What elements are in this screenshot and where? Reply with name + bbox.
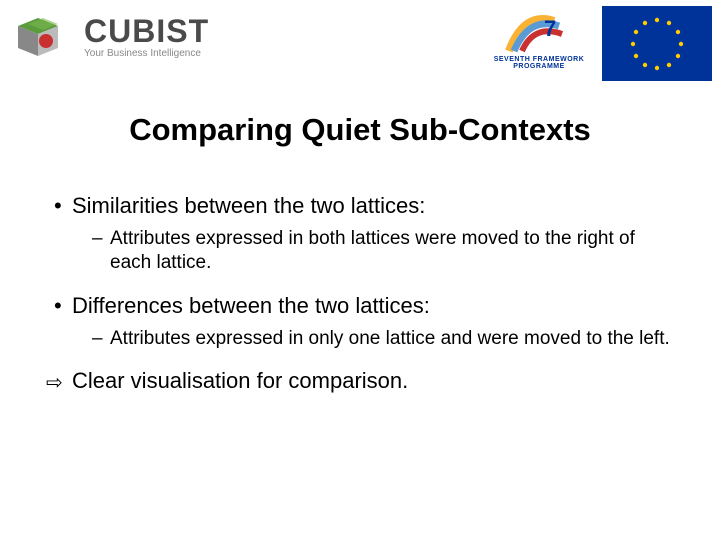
conclusion-text: Clear visualisation for comparison.: [72, 368, 408, 393]
svg-text:7: 7: [544, 16, 556, 41]
cubist-wordmark: CUBIST: [84, 13, 209, 50]
eu-flag: [602, 6, 712, 81]
cube-icon: [8, 6, 78, 66]
cubist-tagline: Your Business Intelligence: [84, 48, 209, 59]
logos-right: 7 SEVENTH FRAMEWORK PROGRAMME: [484, 6, 712, 81]
bullet-differences: Differences between the two lattices:: [50, 293, 670, 319]
fp7-label: SEVENTH FRAMEWORK PROGRAMME: [494, 56, 585, 70]
content-area: Similarities between the two lattices: A…: [0, 148, 720, 394]
arrow-icon: ⇨: [46, 370, 63, 395]
bullet-similarities: Similarities between the two lattices:: [50, 193, 670, 219]
page-title: Comparing Quiet Sub-Contexts: [0, 112, 720, 148]
fp7-logo: 7 SEVENTH FRAMEWORK PROGRAMME: [484, 6, 594, 76]
cubist-logo: CUBIST Your Business Intelligence: [8, 6, 209, 66]
conclusion-line: ⇨ Clear visualisation for comparison.: [50, 368, 670, 394]
bullet-similarities-detail: Attributes expressed in both lattices we…: [50, 227, 670, 275]
header: CUBIST Your Business Intelligence 7 SEVE…: [0, 0, 720, 90]
cubist-text-block: CUBIST Your Business Intelligence: [84, 13, 209, 59]
bullet-differences-detail: Attributes expressed in only one lattice…: [50, 327, 670, 351]
